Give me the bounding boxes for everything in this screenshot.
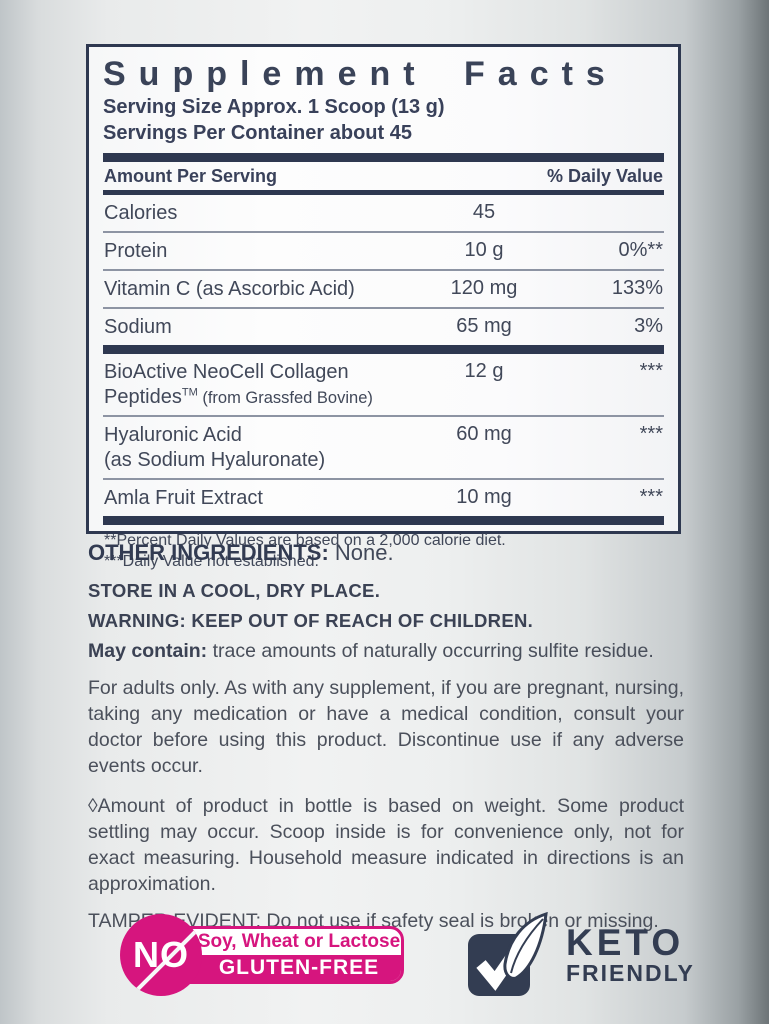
divider-medium [103, 190, 664, 196]
table-row: Calories 45 [103, 195, 664, 231]
panel-title: Supplement Facts [103, 55, 618, 93]
footnote-daily-values: **Percent Daily Values are based on a 2,… [104, 532, 506, 550]
storage-line: STORE IN A COOL, DRY PLACE. [88, 580, 381, 601]
nutrient-amount: 120 mg [450, 277, 518, 300]
other-ingredients-value: None. [328, 540, 394, 565]
may-contain-line: May contain: trace amounts of naturally … [88, 640, 684, 663]
adults-only-paragraph: For adults only. As with any supplement,… [88, 677, 684, 778]
nutrient-name: Calories [104, 202, 178, 225]
table-row: Sodium 65 mg 3% [103, 307, 664, 345]
nutrient-name-line1: BioActive NeoCell Collagen [104, 361, 349, 384]
nutrient-name: Hyaluronic Acid (as Sodium Hyaluronate) [104, 423, 409, 473]
keto-leaf-check-icon [468, 912, 548, 996]
nutrient-name: Vitamin C (as Ascorbic Acid) [104, 278, 355, 301]
header-daily-value: % Daily Value [546, 166, 663, 187]
keto-label: KETO [566, 921, 685, 963]
nutrient-dv: *** [639, 360, 663, 383]
keto-text-block: KETO FRIENDLY [566, 924, 695, 986]
nutrient-amount: 10 g [464, 239, 504, 262]
friendly-label: FRIENDLY [566, 959, 695, 986]
may-contain-label: May contain: [88, 640, 208, 662]
no-circle-icon: NO [120, 914, 202, 996]
footnote-not-established: ***Daily Value not established. [104, 552, 319, 570]
nutrient-name: Sodium [104, 316, 172, 339]
may-contain-text: trace amounts of naturally occurring sul… [207, 640, 654, 662]
nutrient-dv: *** [639, 423, 663, 446]
other-ingredients-line: OTHER INGREDIENTS: None. [88, 540, 684, 566]
supplement-facts-panel: Supplement Facts Serving Size Approx. 1 … [86, 44, 681, 570]
keto-friendly-badge: KETO FRIENDLY [466, 912, 695, 998]
no-allergens-badge: NO Soy, Wheat or Lactose GLUTEN-FREE [120, 914, 404, 996]
divider-thick [103, 516, 664, 526]
nutrient-name-line2: Peptides [104, 386, 182, 409]
table-header: Amount Per Serving % Daily Value [103, 162, 664, 190]
footnotes: **Percent Daily Values are based on a 2,… [103, 525, 664, 572]
divider-thick [103, 153, 664, 163]
nutrient-amount: 10 mg [456, 486, 512, 509]
divider-thick [103, 345, 664, 355]
nutrient-name: BioActive NeoCell Collagen PeptidesTM (f… [104, 360, 409, 410]
nutrient-amount: 12 g [464, 360, 504, 383]
nutrient-dv: 133% [611, 277, 663, 300]
nutrient-amount: 65 mg [456, 315, 512, 338]
nutrient-dv: 3% [634, 315, 663, 338]
allergen-pill: Soy, Wheat or Lactose GLUTEN-FREE [158, 926, 404, 984]
header-amount-per-serving: Amount Per Serving [104, 166, 278, 187]
serving-size: Serving Size Approx. 1 Scoop (13 g) [103, 96, 445, 119]
table-row: Vitamin C (as Ascorbic Acid) 120 mg 133% [103, 269, 664, 307]
table-row: BioActive NeoCell Collagen PeptidesTM (f… [103, 354, 664, 415]
nutrient-amount: 45 [472, 201, 496, 224]
nutrient-name: Amla Fruit Extract [104, 487, 263, 510]
info-sections: OTHER INGREDIENTS: None. STORE IN A COOL… [88, 540, 684, 933]
no-text: NO [133, 934, 189, 975]
table-row: Amla Fruit Extract 10 mg *** [103, 478, 664, 516]
table-row: Protein 10 g 0%** [103, 231, 664, 269]
other-ingredients-label: OTHER INGREDIENTS: [88, 540, 329, 565]
settling-paragraph: ◊Amount of product in bottle is based on… [88, 794, 684, 895]
allergen-list-text: Soy, Wheat or Lactose [197, 931, 401, 952]
trademark-sup: TM [181, 386, 198, 399]
badge-row: NO Soy, Wheat or Lactose GLUTEN-FREE KET… [120, 912, 693, 998]
table-row: Hyaluronic Acid (as Sodium Hyaluronate) … [103, 415, 664, 478]
gluten-free-text: GLUTEN-FREE [161, 955, 401, 981]
nutrient-dv: *** [639, 486, 663, 509]
nutrient-name-sub: (from Grassfed Bovine) [197, 389, 373, 408]
servings-per-container: Servings Per Container about 45 [103, 122, 412, 145]
nutrient-name-line1: Hyaluronic Acid [104, 424, 242, 447]
nutrient-name: Protein [104, 240, 168, 263]
warning-line: WARNING: KEEP OUT OF REACH OF CHILDREN. [88, 610, 534, 631]
nutrient-amount: 60 mg [456, 423, 512, 446]
nutrient-dv: 0%** [618, 239, 663, 262]
nutrient-name-line2: (as Sodium Hyaluronate) [104, 449, 326, 472]
